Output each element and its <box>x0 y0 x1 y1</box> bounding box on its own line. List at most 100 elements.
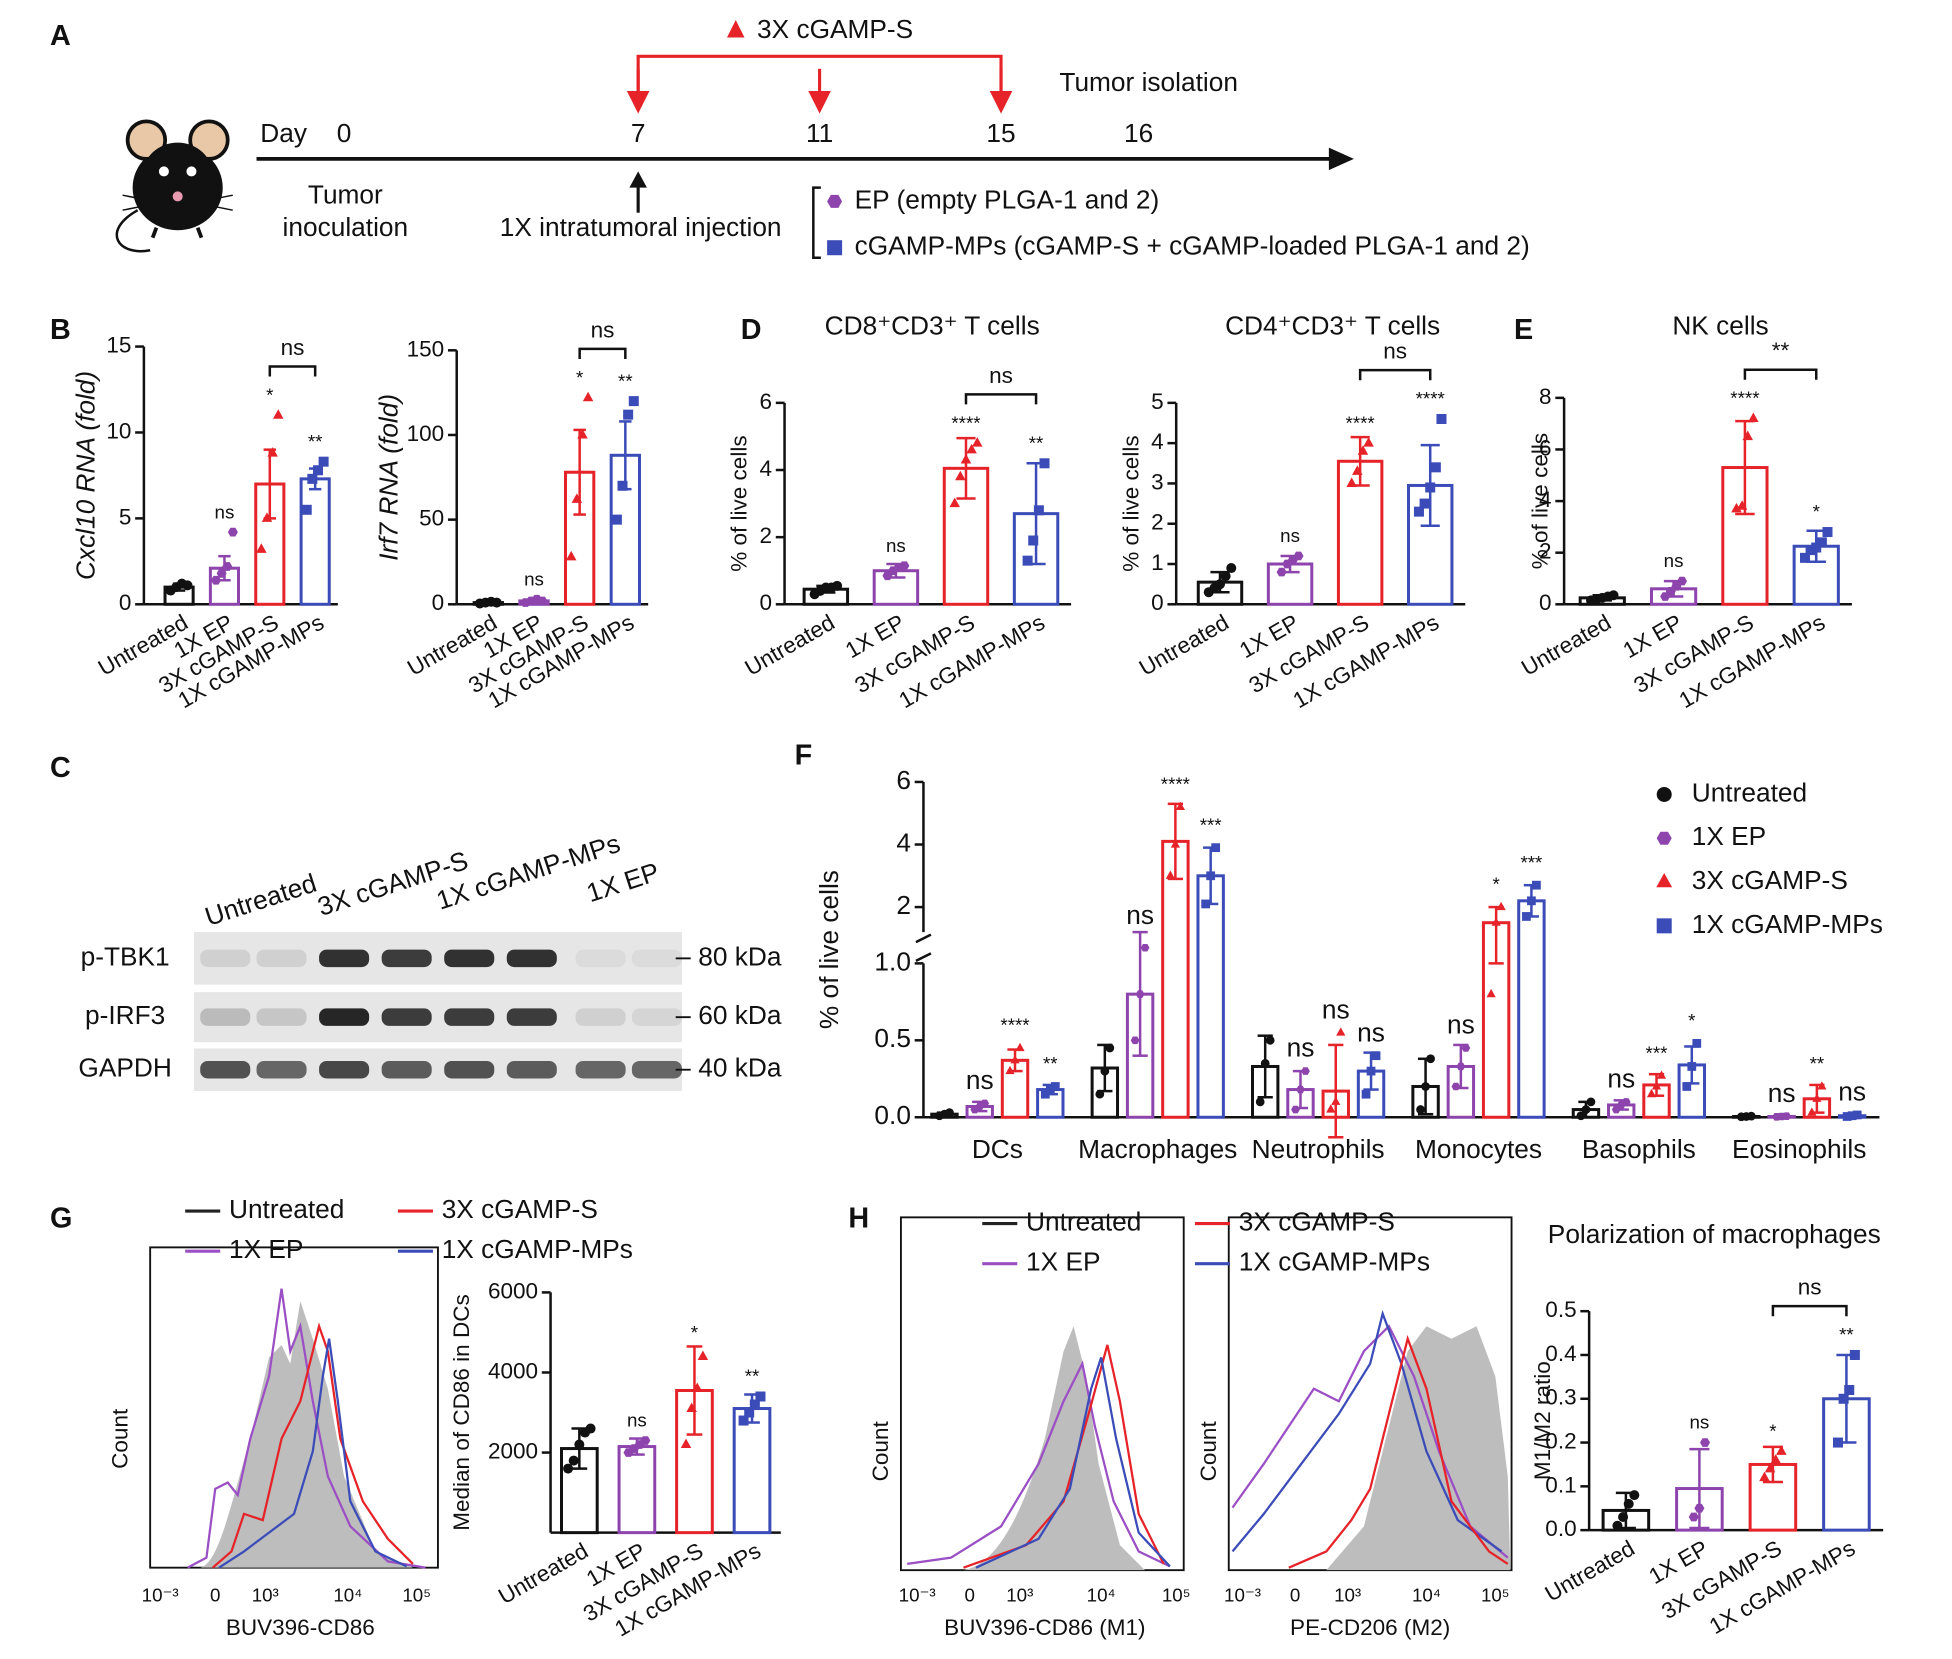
flow-tick-label: 10³ <box>1006 1584 1033 1605</box>
significance-label: **** <box>951 412 980 433</box>
data-point <box>210 575 222 585</box>
data-point <box>1214 579 1226 590</box>
y-axis-label: Cxcl10 RNA (fold) <box>71 371 101 580</box>
y-tick-label: 0 <box>432 590 445 615</box>
significance-label: ** <box>1043 1053 1058 1074</box>
mouse-icon <box>115 119 233 253</box>
data-point <box>1522 912 1531 921</box>
data-point <box>1366 1066 1376 1076</box>
data-point <box>537 596 548 606</box>
legend-marker <box>827 240 843 256</box>
significance-label: ns <box>215 501 235 522</box>
data-point <box>1852 1110 1862 1120</box>
bar <box>1748 1462 1798 1532</box>
data-point <box>1045 1085 1055 1094</box>
data-point <box>1822 527 1833 538</box>
data-point <box>1799 552 1810 563</box>
data-point <box>611 514 622 525</box>
day: 11 <box>806 118 833 148</box>
data-point <box>1357 445 1369 455</box>
data-point <box>1130 1036 1140 1045</box>
data-point <box>1105 1043 1115 1053</box>
axis-break <box>915 952 932 962</box>
blot-band <box>631 1008 682 1026</box>
y-tick-label: 3 <box>1151 469 1164 494</box>
dose-arrows <box>626 68 1013 114</box>
y-tick-label: 6 <box>760 389 773 414</box>
legend-label: 1X EP <box>1026 1247 1100 1277</box>
data-point <box>1426 1054 1435 1064</box>
bracket-label: ns <box>989 363 1013 388</box>
data-point <box>1496 901 1506 911</box>
y-tick-label: 4 <box>1539 487 1552 512</box>
chart-title: CD8⁺CD3⁺ T cells <box>825 311 1040 341</box>
size-label: 60 kDa <box>698 1000 782 1030</box>
significance-label: ** <box>1810 1053 1825 1074</box>
data-point <box>1416 1105 1425 1114</box>
data-point <box>1618 1511 1629 1523</box>
flow-tick-label: 0 <box>965 1584 975 1605</box>
significance-label: ns <box>1689 1412 1709 1433</box>
x-tick-label: Neutrophils <box>1252 1134 1385 1164</box>
data-point <box>1170 839 1180 848</box>
x-tick-label: Untreated <box>1541 1535 1639 1606</box>
data-point <box>1100 1066 1110 1076</box>
legend-label: 3X cGAMP-S <box>442 1194 598 1224</box>
text-line: Tumor <box>308 179 383 209</box>
data-point <box>318 456 329 467</box>
histogram-fill <box>200 1301 413 1568</box>
significance-label: ns <box>524 568 544 589</box>
data-point <box>1040 1089 1050 1099</box>
data-point <box>1361 1089 1371 1099</box>
data-point <box>1832 1437 1843 1448</box>
x-tick-label: Monocytes <box>1415 1134 1542 1164</box>
data-point <box>1736 500 1748 510</box>
y-tick-label: 0.5 <box>1545 1297 1576 1322</box>
data-point <box>574 1439 585 1450</box>
x-tick-label: Untreated <box>741 610 839 681</box>
data-point <box>1847 1111 1857 1121</box>
legend-label: 1X EP <box>229 1234 303 1264</box>
y-axis-label: % of live cells <box>1118 435 1143 571</box>
legend-label: cGAMP-MPs (cGAMP-S + cGAMP-loaded PLGA-1… <box>855 231 1530 261</box>
data-point <box>256 543 267 553</box>
significance-label: * <box>1688 1010 1695 1031</box>
panel-label: D <box>741 314 762 346</box>
blot-band <box>444 1060 495 1079</box>
data-point <box>1291 1105 1300 1114</box>
flow-tick-label: 10⁴ <box>1412 1584 1441 1605</box>
x-tick-label: Basophils <box>1582 1134 1696 1164</box>
data-point <box>1352 465 1363 475</box>
histogram <box>963 1344 1165 1569</box>
significance-label: ns <box>1447 1010 1475 1040</box>
x-tick-label: Untreated <box>1517 610 1615 681</box>
protein-label: p-IRF3 <box>85 1000 165 1030</box>
histogram-fill <box>963 1326 1145 1571</box>
data-point <box>1436 413 1447 424</box>
data-point <box>1326 1104 1336 1113</box>
day: 16 <box>1124 118 1153 148</box>
data-point <box>1629 1490 1640 1501</box>
data-point <box>1206 871 1216 881</box>
legend-label: 1X EP <box>1692 821 1766 851</box>
data-point <box>216 569 227 578</box>
blot-band <box>444 1008 495 1026</box>
data-point <box>1276 567 1287 577</box>
data-point <box>1005 1065 1015 1075</box>
legend-label: Untreated <box>1692 777 1807 807</box>
significance-bracket <box>268 365 317 377</box>
significance-label: ns <box>1126 900 1154 930</box>
panel-label: B <box>50 314 71 346</box>
significance-label: ns <box>1322 994 1350 1024</box>
data-point <box>491 597 502 608</box>
y-tick-label: 6000 <box>488 1278 538 1303</box>
blot-band <box>631 1060 682 1079</box>
histogram <box>1288 1334 1509 1569</box>
data-point <box>1140 943 1150 952</box>
y-tick-label: 2 <box>1539 539 1552 564</box>
blot-band <box>381 1060 432 1079</box>
data-point <box>1677 576 1688 586</box>
data-point <box>1331 1096 1341 1105</box>
data-point <box>1581 1105 1591 1114</box>
data-point <box>1682 1082 1692 1091</box>
